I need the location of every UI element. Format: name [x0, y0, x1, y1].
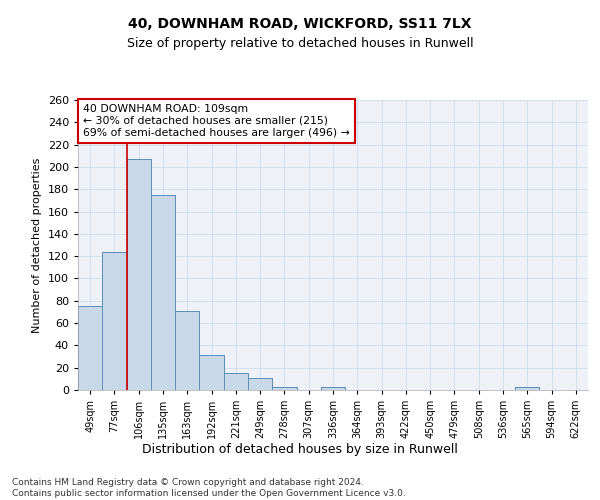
Bar	[175, 311, 199, 390]
Bar	[127, 159, 151, 390]
Text: Contains HM Land Registry data © Crown copyright and database right 2024.
Contai: Contains HM Land Registry data © Crown c…	[12, 478, 406, 498]
Bar	[515, 386, 539, 390]
Bar	[272, 386, 296, 390]
Bar	[199, 356, 224, 390]
Bar	[224, 374, 248, 390]
Text: 40 DOWNHAM ROAD: 109sqm
← 30% of detached houses are smaller (215)
69% of semi-d: 40 DOWNHAM ROAD: 109sqm ← 30% of detache…	[83, 104, 350, 138]
Bar	[151, 195, 175, 390]
Y-axis label: Number of detached properties: Number of detached properties	[32, 158, 42, 332]
Text: Distribution of detached houses by size in Runwell: Distribution of detached houses by size …	[142, 442, 458, 456]
Text: 40, DOWNHAM ROAD, WICKFORD, SS11 7LX: 40, DOWNHAM ROAD, WICKFORD, SS11 7LX	[128, 18, 472, 32]
Bar	[78, 306, 102, 390]
Bar	[102, 252, 127, 390]
Text: Size of property relative to detached houses in Runwell: Size of property relative to detached ho…	[127, 38, 473, 51]
Bar	[248, 378, 272, 390]
Bar	[321, 386, 345, 390]
